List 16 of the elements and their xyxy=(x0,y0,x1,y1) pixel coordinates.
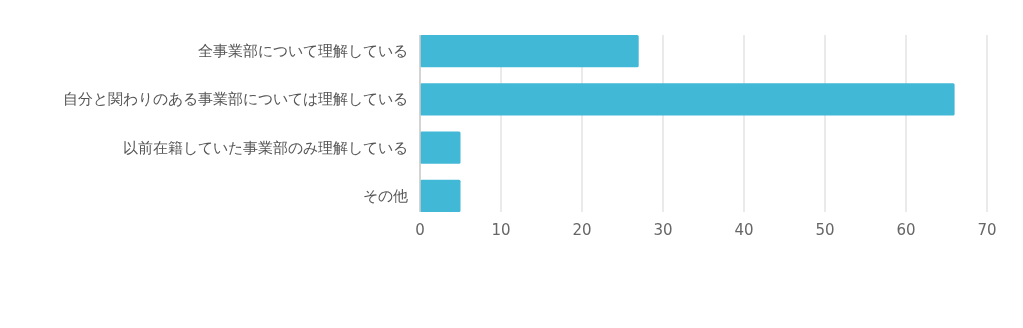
bar xyxy=(420,34,639,68)
bar xyxy=(420,83,955,116)
x-tick-label: 0 xyxy=(415,221,425,239)
x-tick-label: 50 xyxy=(815,221,835,239)
x-tick-label: 40 xyxy=(734,221,754,239)
bar xyxy=(420,131,461,164)
x-tick-label: 20 xyxy=(572,221,592,239)
y-tick-label: 全事業部について理解している xyxy=(198,42,408,61)
y-tick-label: その他 xyxy=(363,186,408,205)
x-tick-label: 70 xyxy=(977,221,997,239)
x-tick-label: 30 xyxy=(653,221,673,239)
bar xyxy=(420,179,461,213)
x-tick-label: 60 xyxy=(896,221,916,239)
y-tick-label: 以前在籍していた事業部のみ理解している xyxy=(123,138,408,157)
x-tick-label: 10 xyxy=(491,221,511,239)
y-tick-label: 自分と関わりのある事業部については理解している xyxy=(63,90,408,109)
